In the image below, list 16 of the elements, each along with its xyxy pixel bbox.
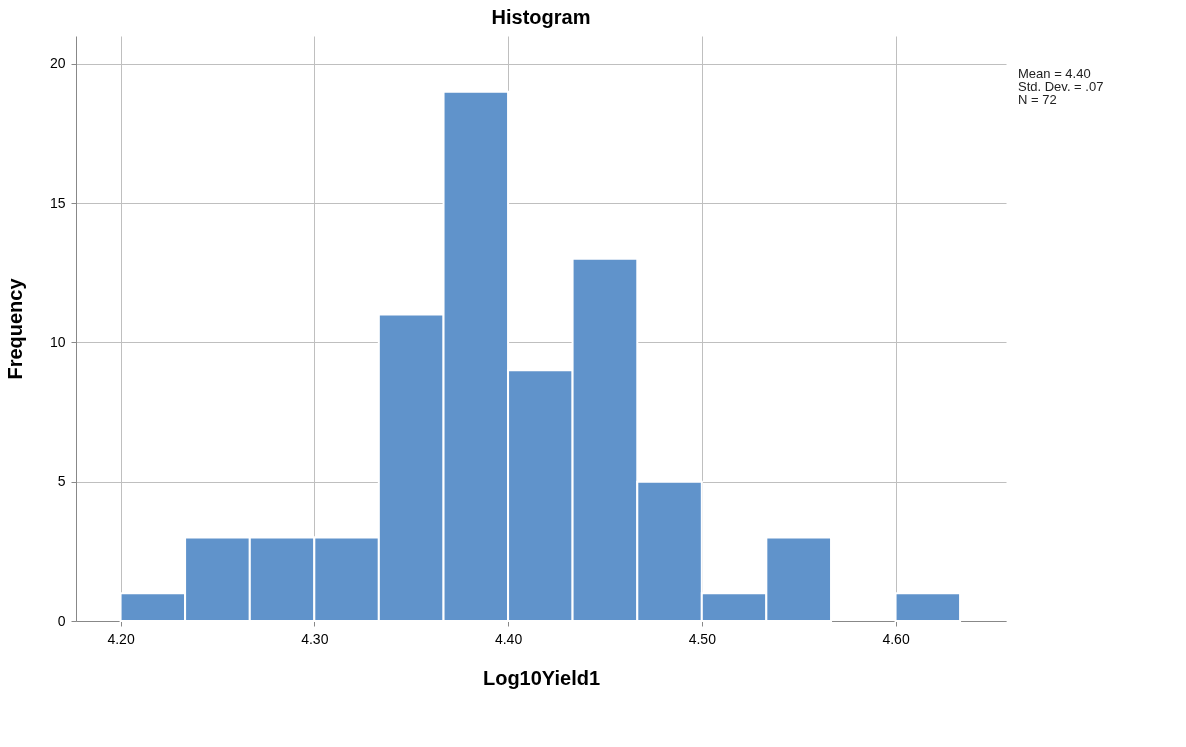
y-tick-label: 15 bbox=[49, 194, 66, 211]
text: Std. Dev. = .07 bbox=[1018, 79, 1104, 94]
text: Mean = 4.40 bbox=[1018, 66, 1091, 81]
x-axis-title: Log10Yield1 bbox=[482, 666, 601, 689]
chart-title: Histogram bbox=[491, 6, 591, 28]
x-tick-label: 4.40 bbox=[494, 630, 523, 647]
y-tick-label: 5 bbox=[57, 473, 66, 490]
x-tick-label: 4.30 bbox=[301, 630, 329, 647]
y-axis-title: Frequency bbox=[3, 277, 26, 380]
y-tick-label: 20 bbox=[49, 55, 66, 72]
text: N = 72 bbox=[1018, 92, 1057, 107]
y-tick-label: 0 bbox=[57, 612, 66, 629]
y-tick-label: 10 bbox=[49, 333, 66, 350]
x-tick-label: 4.50 bbox=[688, 630, 717, 647]
x-tick-label: 4.20 bbox=[107, 630, 135, 647]
x-tick-label: 4.60 bbox=[882, 630, 910, 647]
